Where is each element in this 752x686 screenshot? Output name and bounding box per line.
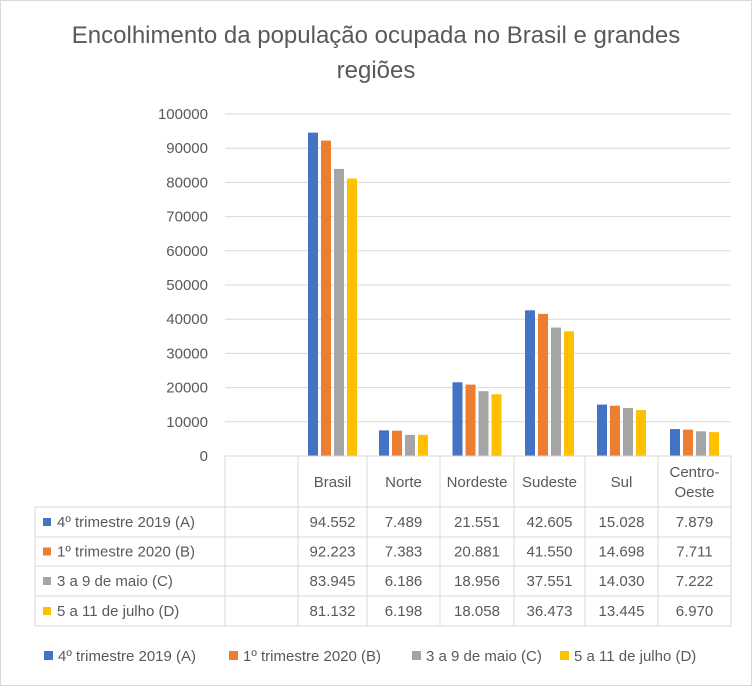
bar (347, 178, 357, 456)
bar (709, 432, 719, 456)
data-label: 7.489 (385, 514, 423, 531)
y-tick-label: 20000 (166, 380, 208, 397)
bar (321, 140, 331, 456)
data-label: 15.028 (599, 514, 645, 531)
bar (465, 384, 476, 456)
bar (478, 391, 489, 456)
data-label: 41.550 (527, 544, 573, 561)
legend-label: 4º trimestre 2019 (A) (58, 648, 196, 665)
bar (623, 408, 633, 456)
series-name: 1º trimestre 2020 (B) (57, 544, 195, 561)
y-tick-label: 0 (200, 448, 208, 465)
bar (683, 429, 693, 456)
y-tick-label: 40000 (166, 311, 208, 328)
data-label: 18.058 (454, 603, 500, 620)
data-label: 20.881 (454, 544, 500, 561)
bar (538, 313, 548, 456)
legend-label: 1º trimestre 2020 (B) (243, 648, 381, 665)
bar (491, 394, 502, 456)
bar (551, 327, 561, 456)
y-tick-label: 50000 (166, 277, 208, 294)
y-tick-label: 90000 (166, 140, 208, 157)
bar (525, 310, 535, 456)
bar (670, 429, 680, 456)
data-label: 6.186 (385, 573, 423, 590)
data-label: 42.605 (527, 514, 573, 531)
series-name: 5 a 11 de julho (D) (57, 603, 179, 620)
data-label: 81.132 (310, 603, 356, 620)
bar (418, 434, 428, 456)
y-tick-label: 60000 (166, 243, 208, 260)
bar (636, 410, 646, 456)
y-tick-label: 80000 (166, 174, 208, 191)
data-label: 13.445 (599, 603, 645, 620)
data-label: 21.551 (454, 514, 500, 531)
data-label: 36.473 (527, 603, 573, 620)
category-label: Brasil (314, 474, 352, 491)
data-label: 37.551 (527, 573, 573, 590)
bar (405, 434, 415, 456)
data-label: 83.945 (310, 573, 356, 590)
bar (452, 382, 463, 456)
bar (597, 404, 607, 456)
series-name: 4º trimestre 2019 (A) (57, 514, 195, 531)
data-label: 7.879 (676, 514, 714, 531)
bar (334, 168, 344, 457)
y-tick-label: 100000 (158, 106, 208, 123)
category-label: Centro- (669, 464, 719, 481)
y-tick-label: 30000 (166, 345, 208, 362)
legend-label: 3 a 9 de maio (C) (426, 648, 542, 665)
data-label: 14.030 (599, 573, 645, 590)
bar (696, 431, 706, 456)
data-label: 14.698 (599, 544, 645, 561)
data-label: 18.956 (454, 573, 500, 590)
y-tick-label: 70000 (166, 209, 208, 226)
table-legend-key (43, 547, 51, 556)
legend-label: 5 a 11 de julho (D) (574, 648, 696, 665)
bar (564, 331, 574, 456)
category-label: Oeste (674, 484, 714, 501)
bar (308, 132, 318, 457)
series-name: 3 a 9 de maio (C) (57, 573, 173, 590)
data-label: 94.552 (310, 514, 356, 531)
bar (379, 430, 389, 456)
legend-key (44, 651, 53, 660)
legend-key (560, 651, 569, 660)
data-label: 6.198 (385, 603, 423, 620)
table-legend-key (43, 518, 51, 526)
data-label: 6.970 (676, 603, 714, 620)
category-label: Nordeste (447, 474, 508, 491)
category-label: Norte (385, 474, 422, 491)
category-label: Sudeste (522, 474, 577, 491)
data-label: 92.223 (310, 544, 356, 561)
category-label: Sul (611, 474, 633, 491)
y-tick-label: 10000 (166, 414, 208, 431)
legend-key (229, 651, 238, 660)
data-label: 7.222 (676, 573, 714, 590)
table-legend-key (43, 607, 51, 615)
data-label: 7.383 (385, 544, 423, 561)
table-legend-key (43, 577, 51, 585)
chart-title: Encolhimento da população ocupada no Bra… (71, 22, 681, 84)
bar (610, 405, 620, 456)
bar (392, 430, 402, 456)
legend-key (412, 651, 421, 660)
data-label: 7.711 (676, 544, 712, 561)
